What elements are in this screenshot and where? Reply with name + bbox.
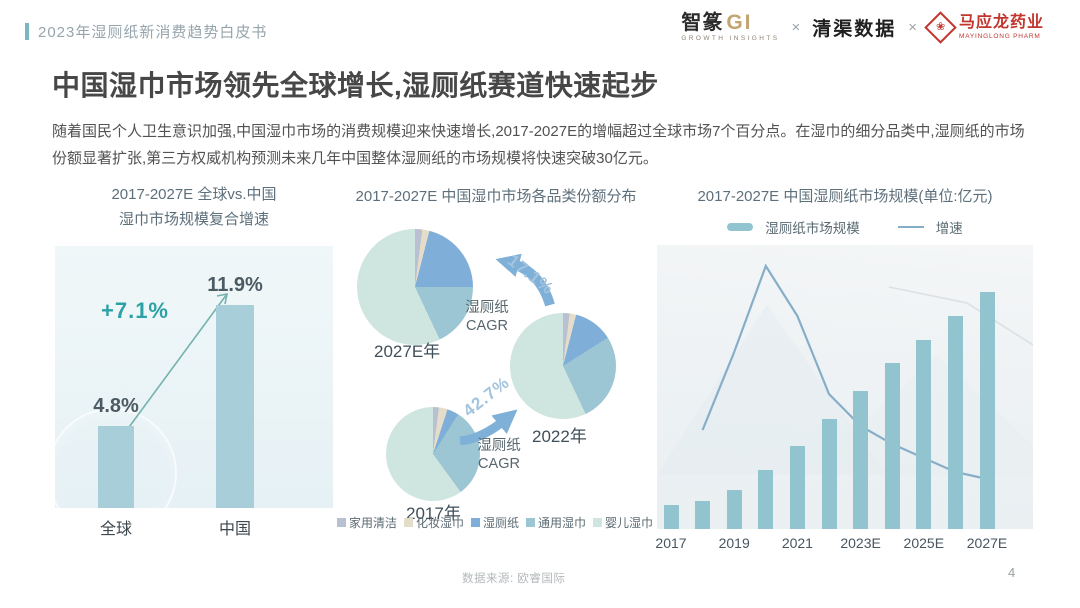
panel-category-share: 2017-2027E 中国湿巾市场各品类份额分布 17.1% 湿厕纸 CAGR …: [336, 185, 653, 553]
combo-legend-line-swatch: [897, 225, 924, 228]
delta-label: +7.1%: [101, 297, 169, 323]
zhizhuan-logo-row: 智篆 GI: [681, 12, 752, 33]
chart1-title-line1: 2017-2027E 全球vs.中国: [111, 186, 277, 203]
mayinglong-logo-sub: MAYINGLONG PHARM: [958, 32, 1041, 40]
x-tick-label: 2019: [718, 534, 750, 551]
bar-chart-category-axis: 全球 中国: [55, 515, 333, 538]
legend-swatch: [403, 518, 413, 527]
cagr-caption: 湿厕纸 CAGR: [465, 300, 509, 335]
intro-paragraph: 随着国民个人卫生意识加强,中国湿巾市场的消费规模迎来快速增长,2017-2027…: [52, 123, 1025, 167]
legend-item: 婴儿湿巾: [593, 514, 653, 531]
market-size-bar: [884, 362, 900, 529]
mayinglong-logo-text: 马应龙药业: [958, 13, 1044, 31]
zhizhuan-logo-text: 智篆: [681, 12, 724, 34]
chart3-title: 2017-2027E 中国湿厕纸市场规模(单位:亿元): [697, 188, 993, 205]
x-tick-label: 2023E: [840, 534, 881, 551]
growth-arrow-icon: [120, 292, 229, 438]
combo-legend-bar-swatch: [727, 222, 754, 231]
market-size-bar: [663, 504, 679, 529]
market-size-bar: [758, 469, 774, 529]
pie-label-2027e: 2027E年: [374, 342, 441, 361]
global-bar: [98, 425, 134, 508]
legend-item: 湿厕纸: [470, 514, 519, 531]
market-size-bar: [947, 315, 963, 529]
pie-label-2022: 2022年: [532, 427, 587, 446]
market-size-bar: [789, 445, 805, 529]
pie-2027e: [357, 229, 473, 345]
legend-swatch: [470, 518, 480, 527]
global-value-label: 4.8%: [93, 394, 139, 417]
cagr-caption: 湿厕纸 CAGR: [477, 438, 521, 473]
market-size-bar: [853, 390, 869, 529]
x-axis-ticks: 2017 2019 2021 2023E 2025E 2027E: [655, 534, 1033, 557]
header: 2023年湿厕纸新消费趋势白皮书: [25, 21, 267, 42]
pie-label-2017: 2017年: [406, 504, 461, 523]
pie-2017: [386, 407, 480, 501]
logo-separator-icon: ×: [791, 18, 801, 36]
panel-market-size: 2017-2027E 中国湿厕纸市场规模(单位:亿元) 湿厕纸市场规模 增速 2…: [655, 185, 1035, 557]
x-tick-label: 2021: [781, 534, 813, 551]
legend-item: 化妆湿巾: [403, 514, 464, 531]
page-title: 中国湿巾市场领先全球增长,湿厕纸赛道快速起步: [52, 70, 659, 101]
combo-legend-bar-label: 湿厕纸市场规模: [765, 220, 860, 236]
x-tick-label: 2027E: [966, 534, 1008, 551]
legend-label: 通用湿巾: [538, 516, 587, 530]
combo-chart-area: [657, 244, 1033, 529]
legend-label: 湿厕纸: [482, 516, 519, 530]
combo-legend: 湿厕纸市场规模 增速: [655, 217, 1035, 237]
header-label: 2023年湿厕纸新消费趋势白皮书: [38, 24, 268, 41]
global-category-label: 全球: [99, 520, 132, 538]
mayinglong-logo-textblock: 马应龙药业 MAYINGLONG PHARM: [958, 13, 1044, 41]
zhizhuan-logo-sub: GROWTH INSIGHTS: [681, 35, 780, 42]
market-size-bar: [821, 418, 837, 529]
combo-legend-line-label: 增速: [935, 220, 963, 236]
china-bar: [216, 304, 254, 508]
chart2-title: 2017-2027E 中国湿巾市场各品类份额分布: [355, 188, 637, 205]
chart1-title-line2: 湿巾市场规模复合增速: [118, 210, 269, 228]
legend-label: 化妆湿巾: [415, 516, 464, 530]
china-category-label: 中国: [218, 520, 251, 538]
mayinglong-emblem-icon: ❀: [924, 10, 957, 44]
market-size-bar: [695, 500, 711, 529]
legend-label: 婴儿湿巾: [605, 516, 654, 530]
legend-swatch: [526, 518, 535, 527]
chart1-title: 2017-2027E 全球vs.中国 湿巾市场规模复合增速: [55, 183, 333, 233]
china-value-label: 11.9%: [207, 273, 263, 296]
logo-separator-icon: ×: [908, 18, 917, 36]
market-size-bar: [916, 339, 932, 529]
x-tick-label: 2017: [655, 534, 687, 551]
legend-item: 家用清洁: [336, 514, 397, 531]
pie-2022: [510, 313, 616, 419]
bar-chart-area: 4.8% 11.9% +7.1%: [55, 245, 333, 508]
cagr-arrow-2017-2022-icon: [459, 409, 518, 445]
zhizhuan-gi-mark: GI: [726, 11, 753, 34]
legend-swatch: [593, 518, 603, 527]
market-size-bar: [726, 489, 742, 529]
growth-rate-line: [701, 263, 988, 480]
cagr-arrow-2022-2027-icon: [495, 253, 555, 307]
market-size-bar: [979, 291, 995, 529]
legend-label: 家用清洁: [348, 516, 397, 530]
x-tick-label: 2025E: [903, 534, 945, 551]
legend-swatch: [336, 518, 346, 527]
mayinglong-emblem-flower-icon: ❀: [935, 20, 946, 33]
page-number: 4: [1008, 565, 1016, 580]
panel-global-vs-china: 2017-2027E 全球vs.中国 湿巾市场规模复合增速 4.8% 11.9%…: [55, 183, 333, 538]
legend-item: 通用湿巾: [526, 514, 586, 531]
logo-strip: 智篆 GI GROWTH INSIGHTS × 清渠数据 × ❀ 马应龙药业 M…: [681, 10, 1044, 44]
qingqu-logo-text: 清渠数据: [812, 18, 897, 40]
mayinglong-logo: ❀ 马应龙药业 MAYINGLONG PHARM: [924, 10, 1044, 44]
zhizhuan-logo: 智篆 GI GROWTH INSIGHTS: [681, 12, 779, 43]
pie-legend: 家用清洁 化妆湿巾 湿厕纸 通用湿巾 婴儿湿巾: [334, 514, 656, 531]
footer-source: 数据来源: 欧睿国际: [462, 573, 566, 585]
header-accent-bar: [25, 23, 29, 40]
